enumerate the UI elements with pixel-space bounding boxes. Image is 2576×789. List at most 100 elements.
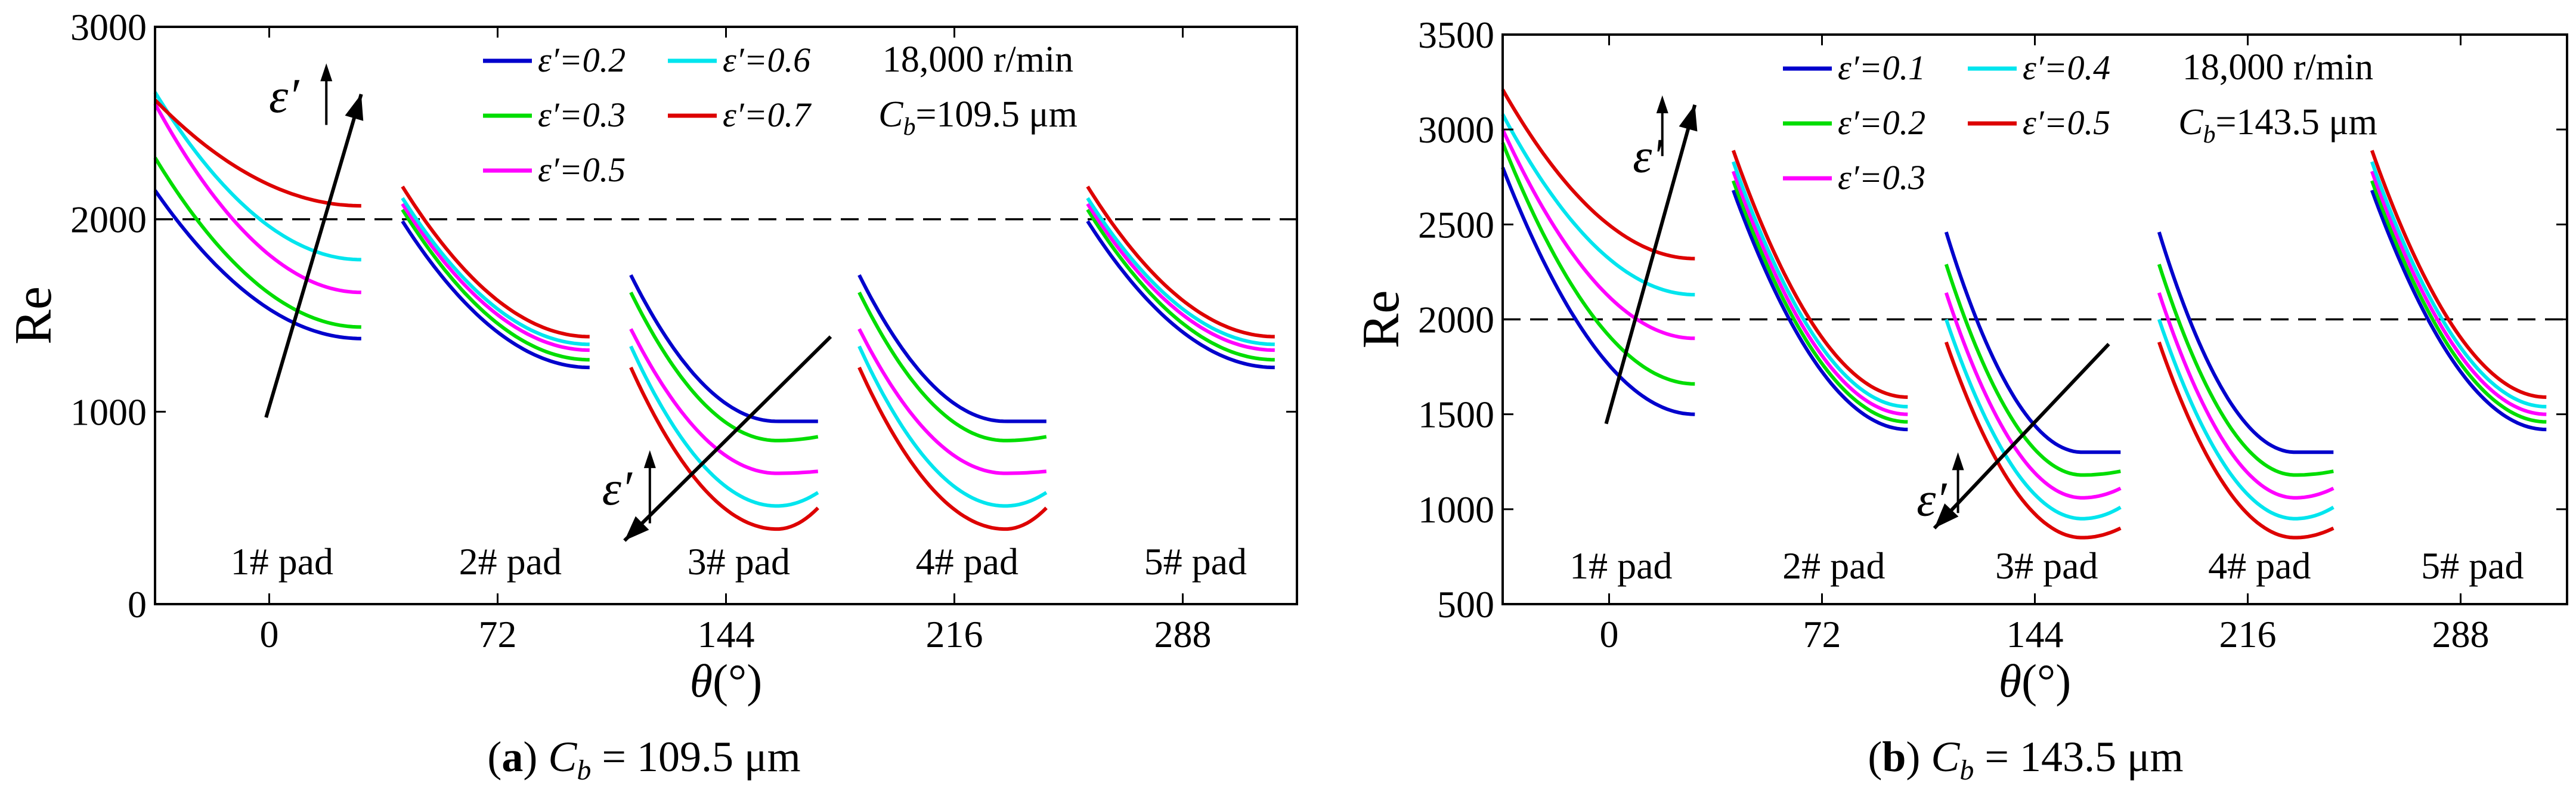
legend-entry: ε′=0.5	[2023, 103, 2110, 142]
epsilon-trend-arrow	[1604, 104, 1697, 425]
x-axis-label: θ(°)	[1999, 655, 2071, 707]
x-tick-label: 288	[2432, 613, 2490, 655]
curve-ε′=0.6-pad1	[153, 91, 361, 262]
x-tick-label: 72	[479, 613, 517, 655]
curve-ε′=0.3-pad3	[629, 291, 819, 443]
chart-panel-b: ε′ ε′ 1# pad 2# pad 3# pad 4# pad 5# pad ε′=0.1…	[1352, 14, 2568, 786]
curve-ε′=0.2-pad3	[629, 274, 818, 423]
curve-ε′=0.7-pad2	[401, 185, 590, 339]
y-tick-label: 1000	[70, 391, 147, 433]
pad-label: 1# pad	[231, 540, 333, 583]
epsilon-trend-arrow	[623, 335, 832, 542]
pad-label: 4# pad	[2208, 544, 2311, 587]
legend-entry: ε′=0.2	[1838, 103, 1925, 142]
legend-entry: ε′=0.3	[538, 95, 626, 134]
legend-entry: ε′=0.6	[723, 41, 810, 79]
clearance-value: =109.5 μm	[915, 94, 1077, 135]
panel-caption: (a) Cb = 109.5 μm	[487, 733, 800, 786]
curve-ε′=0.6-pad2	[401, 197, 590, 346]
caption-symbol: C	[1931, 733, 1960, 781]
epsilon-trend-arrowhead	[1679, 104, 1698, 132]
y-tick-label: 500	[1437, 583, 1494, 626]
curve-ε′=0.5-pad2	[401, 203, 590, 352]
clearance-annotation: Cb=143.5 μm	[2178, 102, 2377, 148]
caption-value: = 143.5 μm	[1974, 733, 2183, 781]
caption-subscript: b	[577, 754, 591, 786]
curve-ε′=0.1-pad5	[2370, 189, 2547, 432]
caption-letter: a	[501, 733, 523, 781]
panel-caption: (b) Cb = 143.5 μm	[1868, 733, 2183, 786]
epsilon-label: ε′	[269, 69, 299, 123]
curve-ε′=0.4-pad5	[2370, 161, 2547, 409]
curve-ε′=0.3-pad2	[1731, 171, 1908, 416]
x-tick-label: 144	[698, 613, 755, 655]
legend-entry: ε′=0.5	[538, 150, 626, 189]
curve-ε′=0.5-pad2	[1731, 150, 1908, 399]
epsilon-increase-arrowhead	[320, 63, 333, 82]
epsilon-trend-arrow	[264, 94, 363, 418]
curve-ε′=0.4-pad3	[1944, 318, 2122, 521]
curve-ε′=0.5-pad3	[629, 328, 819, 475]
curve-ε′=0.3-pad2	[401, 208, 590, 362]
curve-ε′=0.4-pad4	[2157, 318, 2334, 521]
epsilon-trend-arrowhead	[624, 516, 649, 541]
clearance-subscript: b	[903, 113, 915, 141]
epsilon-trend-arrow	[1933, 342, 2110, 530]
epsilon-label: ε′	[602, 461, 633, 515]
epsilon-label: ε′	[1916, 472, 1947, 527]
curve-ε′=0.2-pad4	[857, 274, 1046, 423]
y-tick-label: 2000	[1418, 299, 1494, 341]
curve-ε′=0.2-pad3	[1944, 264, 2121, 477]
x-tick-label: 144	[2007, 613, 2064, 655]
pad-label: 2# pad	[459, 540, 562, 583]
epsilon-increase-arrowhead	[1952, 452, 1964, 471]
curve-ε′=0.3-pad5	[2370, 171, 2547, 416]
y-tick-label: 3000	[1418, 109, 1494, 151]
curve-ε′=0.6-pad5	[1086, 197, 1275, 346]
legend-entry: ε′=0.4	[2023, 48, 2110, 87]
y-tick-label: 2000	[70, 199, 147, 241]
x-axis-label: θ(°)	[690, 655, 762, 707]
curve-ε′=0.5-pad4	[857, 328, 1047, 475]
x-tick-label: 0	[1600, 613, 1619, 655]
curve-ε′=0.7-pad5	[1086, 185, 1275, 339]
x-axis-unit: (°)	[2021, 655, 2071, 707]
pad-label: 4# pad	[916, 540, 1018, 583]
speed-annotation: 18,000 r/min	[2182, 47, 2373, 88]
clearance-symbol: C	[878, 94, 903, 135]
curve-ε′=0.1-pad1	[1501, 166, 1695, 416]
curve-ε′=0.7-pad4	[857, 366, 1048, 531]
clearance-value: =143.5 μm	[2215, 102, 2377, 143]
y-axis-label: Re	[1352, 290, 1410, 349]
curve-ε′=0.6-pad4	[857, 345, 1048, 508]
legend-entry: ε′=0.2	[538, 41, 626, 79]
x-tick-label: 72	[1803, 613, 1841, 655]
curve-ε′=0.3-pad5	[1086, 208, 1275, 362]
x-tick-label: 216	[926, 613, 983, 655]
x-tick-label: 288	[1154, 613, 1212, 655]
x-tick-label: 216	[2219, 613, 2277, 655]
x-axis-symbol: θ	[1999, 655, 2021, 707]
curve-ε′=0.5-pad4	[2157, 341, 2334, 540]
caption-paren: )	[1906, 733, 1931, 781]
x-axis-unit: (°)	[713, 655, 762, 707]
curve-ε′=0.5-pad1	[153, 103, 361, 295]
curve-ε′=0.4-pad1	[1501, 113, 1695, 297]
curve-ε′=0.7-pad1	[153, 98, 361, 208]
curve-ε′=0.3-pad4	[857, 291, 1047, 443]
curve-ε′=0.5-pad3	[1944, 341, 2122, 540]
curve-ε′=0.2-pad1	[153, 189, 361, 341]
curve-ε′=0.6-pad3	[629, 345, 819, 508]
chart-panel-a: ε′ ε′ 1# pad 2# pad 3# pad 4# pad 5# pad ε′=0.2…	[5, 6, 1298, 786]
clearance-subscript: b	[2203, 121, 2215, 148]
epsilon-label: ε′	[1633, 129, 1663, 183]
curve-ε′=0.2-pad1	[1501, 142, 1695, 386]
pad-label: 1# pad	[1569, 544, 1672, 587]
caption-paren: (	[487, 733, 501, 781]
curve-ε′=0.2-pad5	[2370, 180, 2547, 424]
y-tick-label: 3500	[1418, 14, 1494, 56]
y-tick-label: 0	[128, 583, 147, 626]
caption-letter: b	[1882, 733, 1906, 781]
curve-ε′=0.2-pad2	[401, 220, 590, 370]
